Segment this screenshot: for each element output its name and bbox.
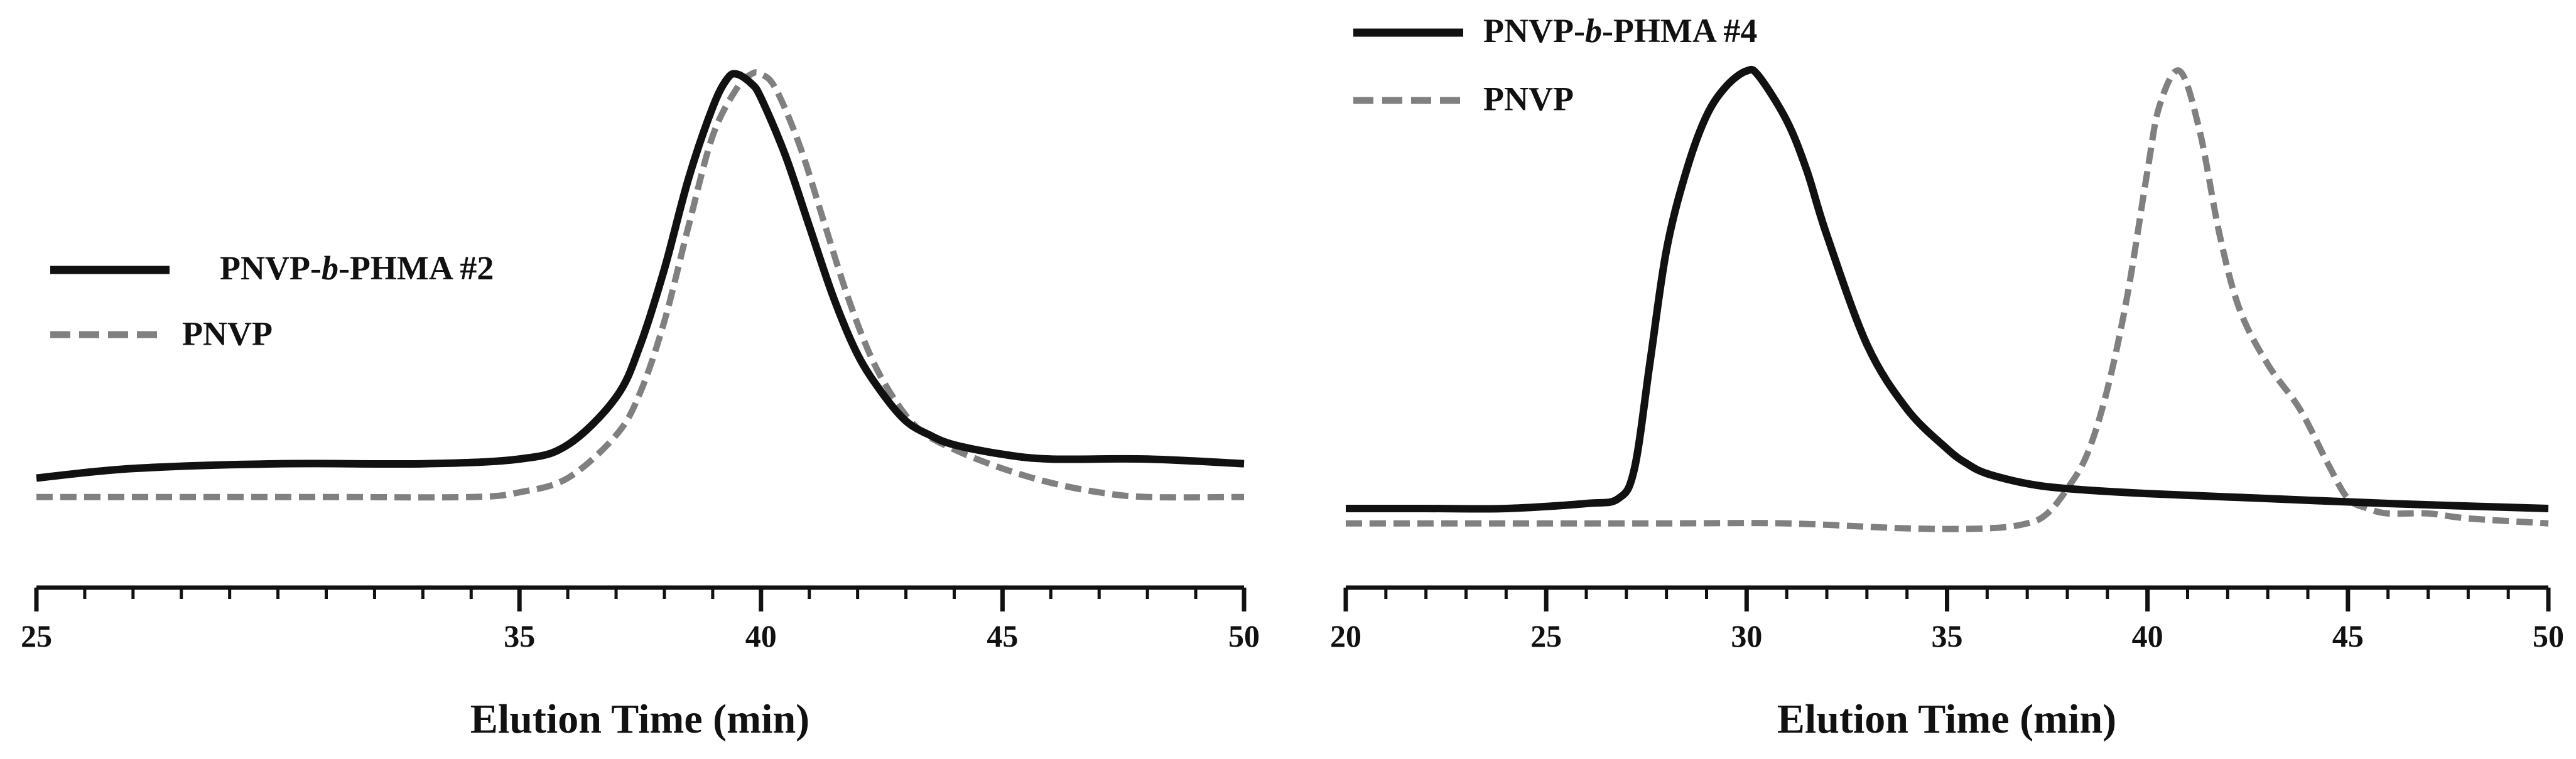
series-layer-right — [1345, 65, 2549, 532]
x-tick-label-right: 30 — [1731, 618, 1762, 654]
legend-label-pnvp-right: PNVP — [1483, 80, 1574, 117]
x-ticks-left: 25 35 40 45 50 — [21, 588, 1260, 654]
x-axis-title-left: Elution Time (min) — [470, 696, 809, 742]
series-line-block-copolymer-left — [36, 70, 1245, 482]
legend-label-pnvp-left: PNVP — [182, 315, 273, 352]
legend-left: PNVP-b-PHMA #2 PNVP — [50, 249, 494, 352]
x-tick-label-left: 45 — [987, 618, 1018, 654]
x-tick-label-right: 45 — [2332, 618, 2364, 654]
x-tick-label-right: 25 — [1530, 618, 1562, 654]
x-tick-label-left: 35 — [504, 618, 535, 654]
series-layer-left — [36, 69, 1245, 501]
series-line-pnvp-left — [36, 69, 1245, 501]
chart-panel-left: 25 35 40 45 50 Elution Time (min) PNVP-b-PHM… — [21, 69, 1260, 742]
legend-label-block-copolymer-left: PNVP-b-PHMA #2 — [220, 249, 494, 287]
x-axis-title-right: Elution Time (min) — [1777, 696, 2116, 742]
x-tick-label-right: 35 — [1932, 618, 1963, 654]
x-tick-label-left: 25 — [21, 618, 52, 654]
chart-panel-right: 20 25 30 35 40 45 50 Elution Time (min) PNVP-b… — [1330, 12, 2564, 742]
series-line-block-copolymer-right — [1346, 65, 2549, 513]
x-tick-label-right: 40 — [2132, 618, 2163, 654]
series-line-pnvp-right — [1345, 67, 2549, 532]
x-ticks-right: 20 25 30 35 40 45 50 — [1330, 588, 2564, 654]
x-tick-label-left: 50 — [1228, 618, 1260, 654]
x-tick-label-right: 50 — [2533, 618, 2564, 654]
x-tick-label-left: 40 — [745, 618, 777, 654]
legend-right: PNVP-b-PHMA #4 PNVP — [1353, 12, 1757, 117]
legend-label-block-copolymer-right: PNVP-b-PHMA #4 — [1483, 12, 1757, 50]
x-tick-label-right: 20 — [1330, 618, 1361, 654]
